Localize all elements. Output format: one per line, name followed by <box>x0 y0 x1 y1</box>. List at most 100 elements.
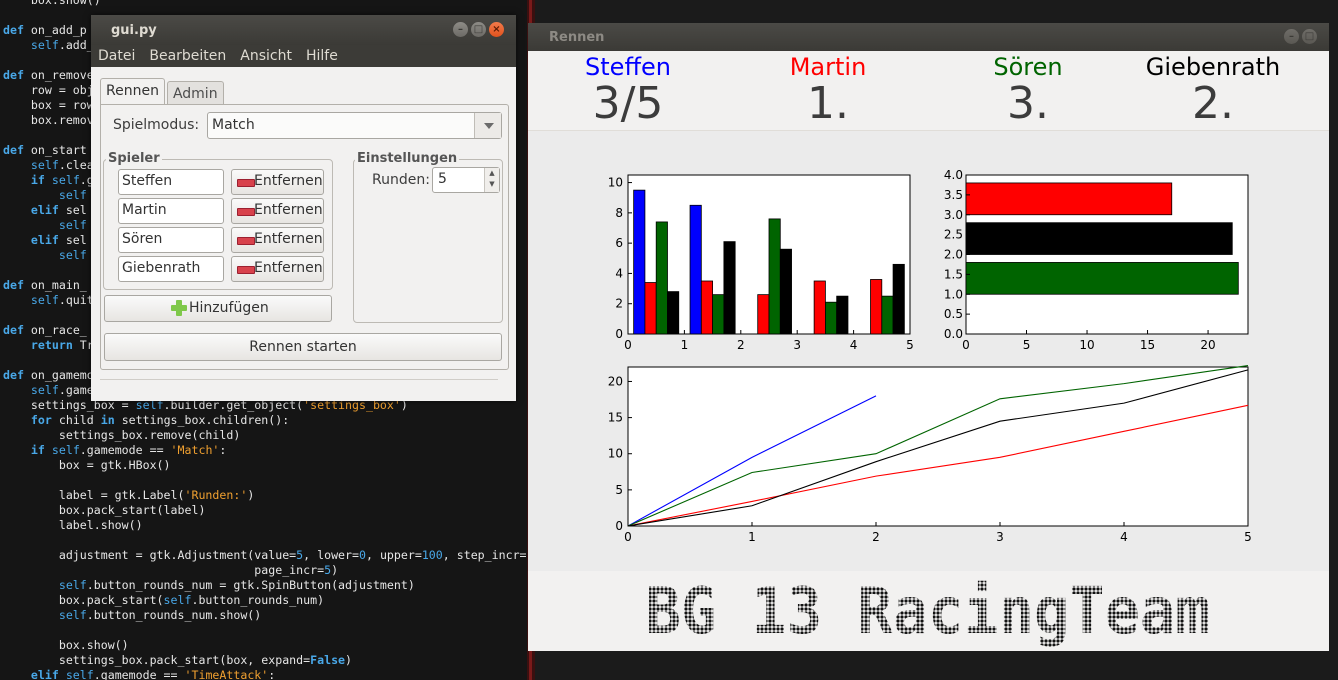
chart1-bar <box>712 294 725 335</box>
player-status: 1. <box>807 78 849 129</box>
chart3-xtick-label: 4 <box>1120 530 1128 544</box>
chart1-bar <box>881 295 894 335</box>
player-score-1: Steffen 3/5 <box>528 51 728 126</box>
gui-titlebar[interactable]: gui.py – □ × <box>91 15 516 45</box>
remove-player-3-button[interactable]: Entfernen <box>231 227 324 253</box>
minimize-icon[interactable]: – <box>453 22 468 37</box>
chart1-ytick-label: 0 <box>615 327 623 341</box>
player-name: Martin <box>789 53 867 81</box>
spin-arrows-icon[interactable]: ▲ ▼ <box>484 168 499 192</box>
player-entry-4[interactable]: Giebenrath <box>118 256 224 282</box>
chart2-ytick-label: 0.5 <box>944 307 963 321</box>
chevron-down-icon[interactable] <box>474 113 501 138</box>
chart2-xtick-label: 0 <box>962 338 970 352</box>
chart3-line <box>627 369 1249 527</box>
chart1-bar <box>700 280 714 335</box>
chart3-xtick-label: 0 <box>624 530 632 544</box>
runden-label: Runden: <box>372 172 430 188</box>
tab-admin[interactable]: Admin <box>166 81 224 105</box>
chart3-line <box>627 365 1249 527</box>
chart2-ytick-label: 2.0 <box>944 248 963 262</box>
maximize-icon[interactable]: □ <box>471 22 486 37</box>
chart3-ytick-label: 20 <box>608 374 623 388</box>
logo-text: BG 13 RacingTeam <box>646 575 1211 649</box>
race-window: Rennen – □ Steffen 3/5 Martin 1. Sören 3… <box>528 23 1329 651</box>
remove-player-1-button[interactable]: Entfernen <box>231 169 324 195</box>
chart1-xtick-label: 3 <box>793 338 801 352</box>
chart1-bar <box>768 218 781 335</box>
chart2-ytick-label: 3.5 <box>944 188 963 202</box>
chart3-xtick-label: 3 <box>996 530 1004 544</box>
chart2-xtick-label: 15 <box>1140 338 1155 352</box>
chart1-ytick-label: 6 <box>615 236 623 250</box>
chart2-bar <box>965 182 1173 216</box>
chart2-ytick-label: 0.0 <box>944 327 963 341</box>
chart2-xtick-label: 20 <box>1200 338 1215 352</box>
einstellungen-title: Einstellungen <box>355 151 460 166</box>
gui-window: gui.py – □ × Datei Bearbeiten Ansicht Hi… <box>91 15 516 401</box>
remove-icon <box>237 208 255 216</box>
remove-player-4-button[interactable]: Entfernen <box>231 256 324 282</box>
separator <box>100 379 498 380</box>
start-race-button[interactable]: Rennen starten <box>104 333 502 361</box>
player-score-4: Giebenrath 2. <box>1113 51 1313 129</box>
runden-spinbutton[interactable]: 5 ▲ ▼ <box>432 167 500 193</box>
chart3-ytick-label: 0 <box>615 519 623 533</box>
remove-icon <box>237 179 255 187</box>
spieler-title: Spieler <box>106 151 162 166</box>
player-entry-1[interactable]: Steffen <box>118 169 224 195</box>
race-window-title: Rennen <box>549 30 605 45</box>
chart1-ytick-label: 10 <box>608 176 623 190</box>
chart2-bar <box>965 262 1239 295</box>
tab-panel <box>100 104 509 370</box>
window-title: gui.py <box>111 23 157 38</box>
remove-icon <box>237 237 255 245</box>
player-name: Sören <box>993 53 1063 81</box>
chart1-xtick-label: 2 <box>737 338 745 352</box>
chart1-bar <box>689 204 702 335</box>
remove-player-2-button[interactable]: Entfernen <box>231 198 324 224</box>
chart1-bar <box>870 279 883 335</box>
player-status: 2. <box>1192 78 1234 129</box>
menu-hilfe[interactable]: Hilfe <box>305 48 338 64</box>
chart2-ytick-label: 1.5 <box>944 267 963 281</box>
chart3-ytick-label: 5 <box>615 483 623 497</box>
tab-rennen[interactable]: Rennen <box>100 78 165 105</box>
chart1-xtick-label: 1 <box>681 338 689 352</box>
race-titlebar[interactable]: Rennen – □ <box>528 23 1329 51</box>
scoreboard: Steffen 3/5 Martin 1. Sören 3. Giebenrat… <box>528 51 1329 131</box>
player-score-2: Martin 1. <box>728 51 928 129</box>
maximize-icon[interactable]: □ <box>1302 29 1317 44</box>
chart1-bar <box>813 280 826 335</box>
menu-bearbeiten[interactable]: Bearbeiten <box>149 48 227 64</box>
runden-value: 5 <box>438 171 447 187</box>
chart1-ytick-label: 8 <box>615 206 623 220</box>
chart1-xtick-label: 4 <box>850 338 858 352</box>
spielmodus-value: Match <box>212 117 255 133</box>
racingteam-logo: BG 13 RacingTeam <box>646 575 1211 649</box>
chart2-ytick-label: 1.0 <box>944 287 963 301</box>
menu-ansicht[interactable]: Ansicht <box>240 48 292 64</box>
minimize-icon[interactable]: – <box>1284 29 1299 44</box>
plus-icon <box>171 300 187 316</box>
chart2-ytick-label: 2.5 <box>944 228 963 242</box>
code-text: box.show() def on_add_p self.add_ def on… <box>3 0 527 680</box>
player-entry-2[interactable]: Martin <box>118 198 224 224</box>
chart1-ytick-label: 2 <box>615 297 623 311</box>
plot-area: 0 1 2 3 4 5 0 2 4 6 8 10 0 5 10 15 20 0.0 0.5 1.0 1.5 2.0 2.5 3… <box>528 131 1329 571</box>
player-status: 3. <box>1007 78 1049 129</box>
menubar: Datei Bearbeiten Ansicht Hilfe <box>91 45 516 67</box>
chart1-bar <box>892 263 905 335</box>
chart2-ytick-label: 3.0 <box>944 208 963 222</box>
close-icon[interactable]: × <box>489 22 504 37</box>
player-entry-3[interactable]: Sören <box>118 227 224 253</box>
spielmodus-select[interactable]: Match <box>207 112 502 139</box>
chart2-ytick-label: 4.0 <box>944 168 963 182</box>
add-player-button[interactable]: Hinzufügen <box>104 295 332 322</box>
player-name: Giebenrath <box>1145 53 1281 81</box>
menu-datei[interactable]: Datei <box>98 48 136 64</box>
chart1-bar <box>779 248 792 335</box>
chart1-bar <box>667 291 680 335</box>
chart1-bar <box>757 294 770 335</box>
